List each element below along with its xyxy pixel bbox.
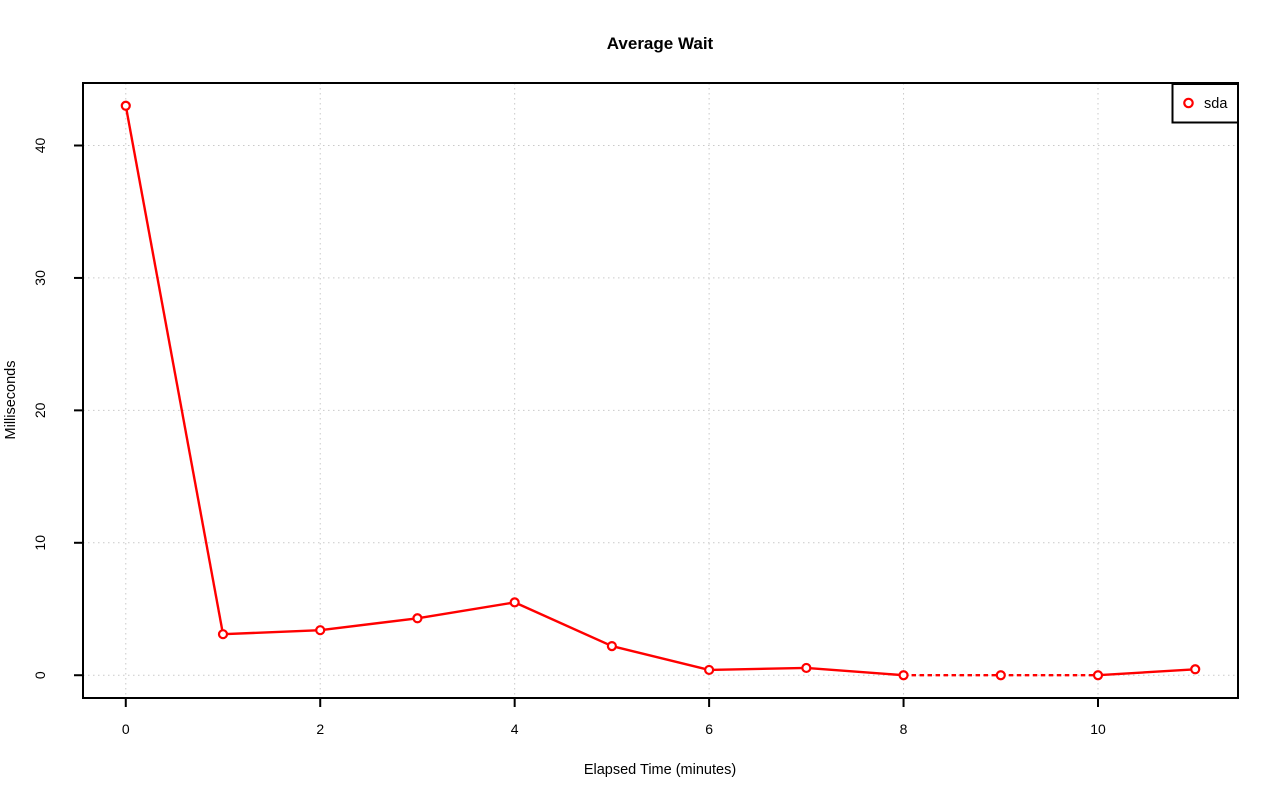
series-segment [1097, 668, 1196, 677]
x-tick-label: 2 [316, 721, 324, 737]
series-segment [320, 617, 418, 632]
x-tick-label: 10 [1090, 721, 1106, 737]
data-point-marker [898, 670, 909, 681]
y-tick-label: 0 [32, 671, 48, 679]
x-axis-label: Elapsed Time (minutes) [584, 762, 736, 778]
series-segment [124, 105, 225, 635]
data-point-marker [1092, 670, 1104, 681]
plot-border [82, 82, 1239, 699]
y-tick-label: 40 [32, 138, 48, 154]
series-segment [514, 601, 613, 648]
data-point-marker [120, 100, 131, 111]
data-point-marker [995, 670, 1006, 681]
series-segment [222, 628, 321, 636]
x-tick-label: 6 [705, 721, 713, 737]
chart-title: Average Wait [607, 34, 714, 53]
legend: sda [1171, 83, 1239, 124]
data-point-marker [315, 625, 326, 636]
series-segment [806, 666, 904, 677]
series-segment [611, 644, 710, 672]
legend-marker-icon [1183, 97, 1194, 109]
y-axis-label: Milliseconds [3, 361, 19, 440]
series-segment [417, 601, 515, 620]
gridlines-layer [83, 83, 1238, 698]
x-tick-label: 8 [900, 721, 908, 737]
y-tick-label: 10 [32, 535, 48, 551]
y-tick-label: 20 [32, 402, 48, 418]
legend-entry-label: sda [1204, 96, 1228, 112]
x-tick-label: 0 [122, 721, 130, 737]
y-tick-label: 30 [32, 270, 48, 286]
data-point-marker [606, 640, 617, 652]
x-tick-label: 4 [511, 721, 519, 737]
axis-layer: 0 2 4 6 8 10 0 10 20 30 40 [32, 138, 1106, 737]
series-segment [709, 666, 807, 672]
series-layer [120, 100, 1201, 681]
data-point-marker [801, 662, 812, 674]
data-point-marker [509, 597, 520, 608]
data-point-marker [412, 613, 423, 624]
data-point-marker [704, 664, 715, 676]
data-point-marker [217, 629, 229, 640]
data-point-marker [1190, 664, 1201, 675]
